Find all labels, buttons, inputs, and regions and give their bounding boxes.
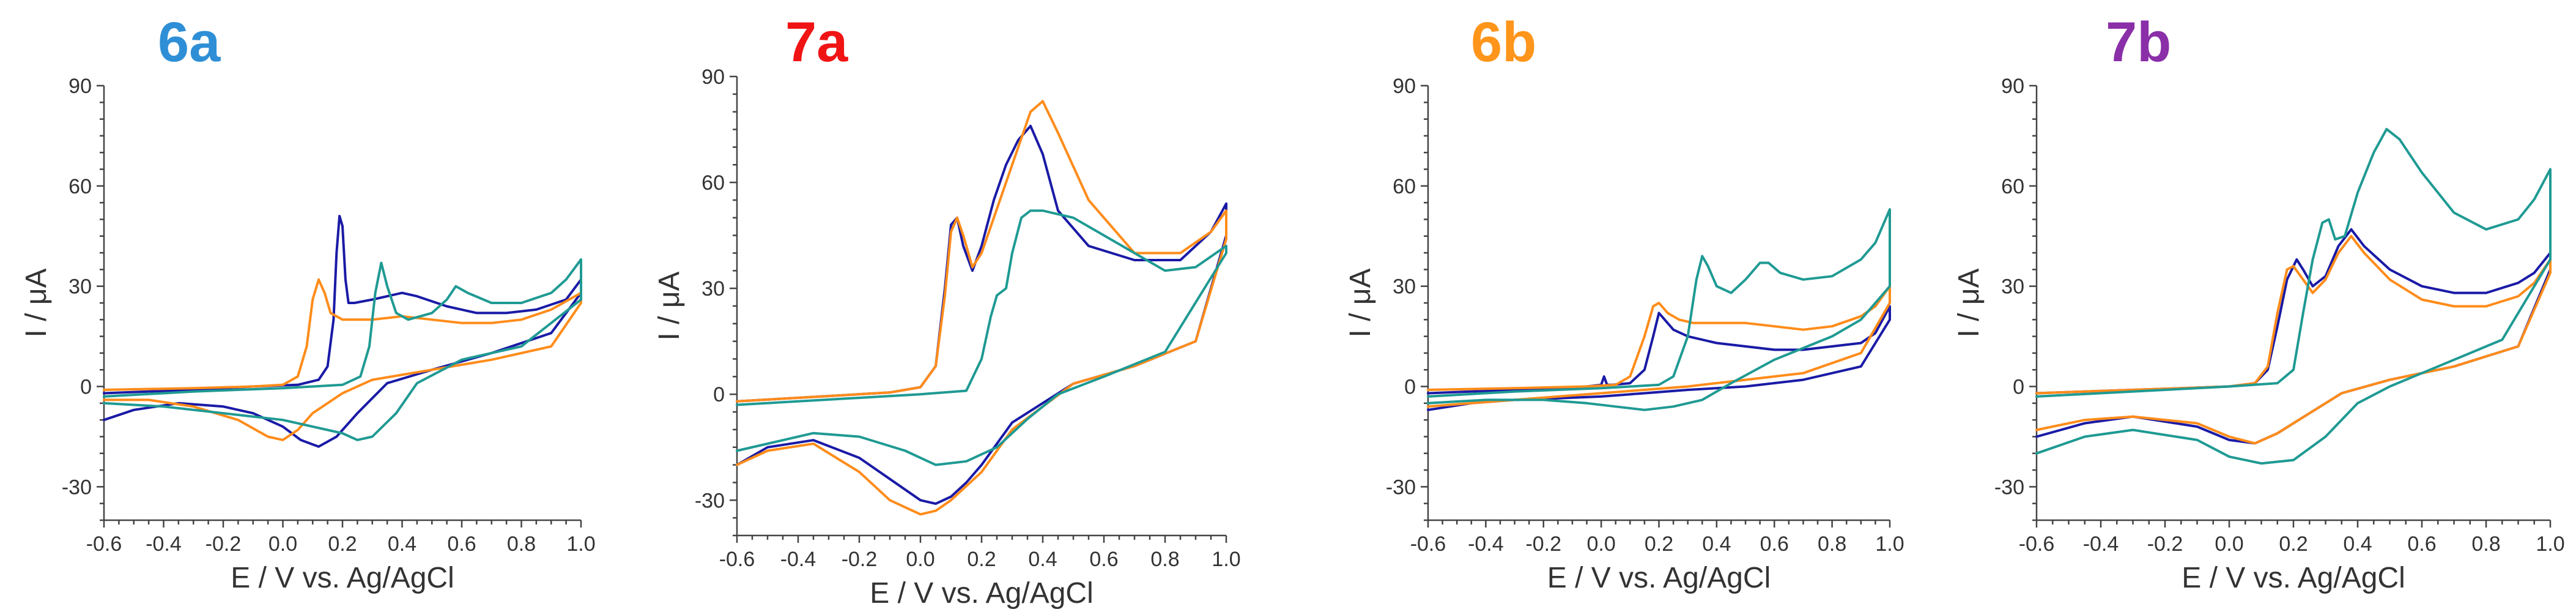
y-tick-label: 30 — [1393, 275, 1416, 299]
y-tick-label: -30 — [62, 476, 92, 499]
cv-curve-series-3 — [103, 258, 582, 441]
cv-curve-series-1 — [736, 124, 1227, 506]
x-axis-title: E / V vs. Ag/AgCl — [2182, 562, 2405, 594]
x-tick-label: -0.4 — [146, 532, 182, 556]
x-tick-label: 1.0 — [566, 532, 595, 556]
x-tick-label: -0.6 — [2019, 532, 2055, 556]
x-tick-label: -0.2 — [2147, 532, 2183, 556]
x-tick-label: 0.8 — [2471, 532, 2500, 556]
x-tick-label: 0.2 — [967, 548, 996, 571]
x-tick-label: -0.2 — [842, 548, 878, 571]
y-axis-title: I / μA — [653, 271, 686, 340]
x-axis-title: E / V vs. Ag/AgCl — [870, 577, 1093, 610]
x-tick-label: 0.8 — [1818, 532, 1846, 556]
y-tick-label: 30 — [2001, 275, 2024, 299]
x-tick-label: -0.4 — [1468, 532, 1504, 556]
x-tick-label: -0.6 — [86, 532, 122, 556]
x-tick-label: 0.4 — [1702, 532, 1731, 556]
x-tick-label: 0.2 — [2279, 532, 2308, 556]
cv-curve-series-2 — [736, 100, 1227, 516]
x-tick-label: -0.2 — [205, 532, 242, 556]
cv-curve-series-1 — [103, 215, 582, 448]
y-tick-label: 0 — [1404, 376, 1416, 399]
y-tick-label: 90 — [2001, 75, 2024, 98]
x-axis-title: E / V vs. Ag/AgCl — [1547, 562, 1771, 594]
y-axis-title: I / μA — [1953, 268, 1985, 337]
x-tick-label: 0.4 — [388, 532, 416, 556]
x-tick-label: 0.0 — [268, 532, 297, 556]
x-tick-label: 1.0 — [2536, 532, 2564, 556]
cv-curve-series-3 — [2035, 128, 2552, 465]
y-tick-label: 0 — [2013, 376, 2024, 399]
cv-curve-series-2 — [1427, 285, 1891, 408]
x-tick-label: 0.6 — [447, 532, 476, 556]
y-tick-label: 90 — [68, 75, 92, 98]
y-tick-label: 90 — [701, 65, 725, 89]
y-tick-label: 60 — [1393, 175, 1416, 198]
y-axis-title: I / μA — [20, 268, 53, 337]
y-tick-label: 90 — [1393, 75, 1416, 98]
x-tick-label: -0.4 — [780, 548, 816, 571]
chart-title: 7a — [785, 11, 848, 73]
chart-title: 6b — [1471, 11, 1536, 73]
x-tick-label: -0.2 — [1525, 532, 1561, 556]
x-tick-label: -0.4 — [2083, 532, 2119, 556]
x-tick-label: 0.4 — [1028, 548, 1057, 571]
y-tick-label: 30 — [701, 277, 725, 300]
x-tick-label: 0.4 — [2343, 532, 2372, 556]
chart-title: 6a — [158, 11, 221, 73]
x-tick-label: 0.8 — [507, 532, 536, 556]
y-tick-label: 0 — [713, 383, 725, 406]
y-tick-label: 60 — [701, 171, 725, 195]
y-tick-label: -30 — [695, 489, 725, 512]
y-tick-label: -30 — [1386, 476, 1416, 499]
y-tick-label: 60 — [68, 175, 92, 198]
chart-title: 7b — [2106, 11, 2171, 73]
cv-curve-series-2 — [2035, 234, 2552, 445]
x-tick-label: 0.8 — [1150, 548, 1179, 571]
chart-panel-7b: 7b -30 0 30 60 90 -0.6 -0.4 -0.2 0.0 0.2 0.4 0.6 0.8 1… — [1953, 11, 2565, 594]
x-tick-label: -0.6 — [719, 548, 755, 571]
x-tick-label: 1.0 — [1875, 532, 1904, 556]
cv-curve-series-3 — [1427, 208, 1891, 411]
chart-panel-6b: 6b -30 0 30 60 90 -0.6 -0.4 -0.2 0.0 0.2 0.4 0.6 0.8 1… — [1344, 11, 1904, 594]
x-tick-label: 1.0 — [1212, 548, 1240, 571]
y-axis-title: I / μA — [1344, 268, 1377, 337]
chart-panel-6a: 6a -30 0 30 60 90 -0.6 -0.4 -0.2 0.0 0.2 0.4 0.6 0.8 1… — [20, 11, 596, 594]
chart-panel-7a: 7a -30 0 30 60 90 -0.6 -0.4 -0.2 0.0 0.2 0.4 0.6 0.8 1… — [653, 11, 1241, 610]
x-tick-label: 0.2 — [328, 532, 357, 556]
x-tick-label: 0.2 — [1645, 532, 1673, 556]
x-tick-label: -0.6 — [1410, 532, 1446, 556]
y-tick-label: 60 — [2001, 175, 2024, 198]
y-tick-label: 0 — [80, 376, 92, 399]
x-axis-title: E / V vs. Ag/AgCl — [231, 562, 454, 594]
y-tick-label: 30 — [68, 275, 92, 299]
x-tick-label: 0.0 — [1586, 532, 1615, 556]
cv-curve-series-2 — [103, 278, 582, 441]
y-tick-label: -30 — [1994, 476, 2024, 499]
cv-curve-series-3 — [736, 209, 1227, 466]
x-tick-label: 0.6 — [1760, 532, 1789, 556]
x-tick-label: 0.0 — [2215, 532, 2243, 556]
x-tick-label: 0.0 — [906, 548, 935, 571]
x-tick-label: 0.6 — [1089, 548, 1118, 571]
x-tick-label: 0.6 — [2407, 532, 2436, 556]
